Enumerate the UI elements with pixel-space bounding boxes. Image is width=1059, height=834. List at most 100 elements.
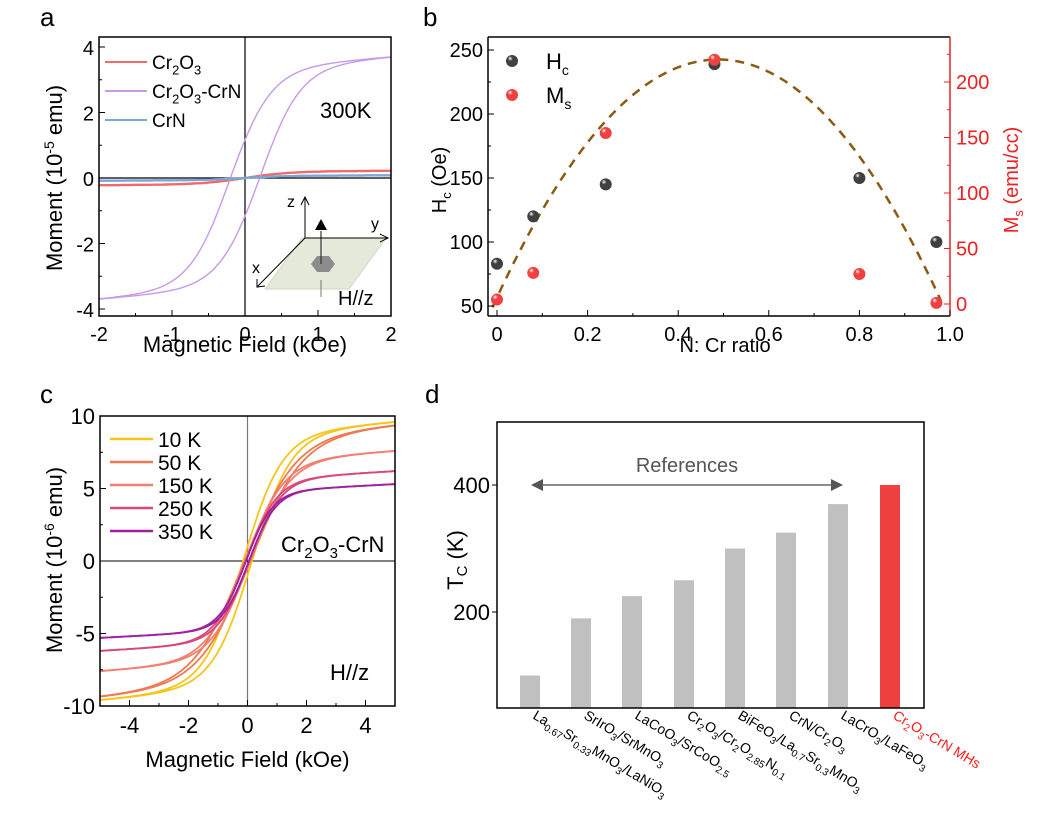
x-tick-label: 0.4 (664, 324, 692, 346)
subscript: 3 (194, 62, 201, 77)
y-axis-label-part: -5 (41, 141, 57, 154)
legend-marker (506, 55, 518, 67)
subscript: 2 (172, 91, 179, 106)
subscript: 3 (330, 545, 338, 562)
inset-z-label: z (287, 194, 295, 211)
bar-7 (828, 504, 848, 708)
subscript: 2 (695, 722, 706, 735)
label-part: (K) (443, 530, 468, 565)
subscript: 3 (655, 791, 666, 804)
subscript: 0.67 (542, 723, 565, 743)
hysteresis-branch-up (98, 56, 392, 300)
bar-2 (571, 618, 591, 708)
y-tick-label: 4 (83, 38, 94, 60)
y-right-tick-label: 150 (956, 128, 989, 150)
subscript: 2 (304, 545, 312, 562)
text-part: O (313, 532, 330, 557)
y-left-tick-label: 150 (450, 168, 483, 190)
legend-label: 50 K (158, 452, 201, 475)
x-tick-label: 0 (239, 324, 250, 346)
bar-5 (725, 548, 745, 708)
x-axis-label: Magnetic Field (kOe) (143, 332, 347, 357)
y-axis-label: Moment (10-6 emu) (41, 467, 67, 653)
text-part: -CrN (338, 532, 384, 557)
hexagon-icon (311, 256, 335, 272)
label-part: T (443, 576, 468, 589)
subscript: 2 (172, 62, 179, 77)
x-axis-label: Magnetic Field (kOe) (145, 747, 349, 772)
label-part: c (439, 192, 454, 199)
data-point-Ms (491, 293, 503, 306)
x-tick-label: -2 (179, 713, 199, 738)
y-left-axis-label: Hc (Oe) (429, 147, 454, 214)
panel-b-scatter: 0 0.2 0.4 0.6 0.8 1.0 50 100 150 200 250 0 50 100 150 2… (429, 36, 1026, 357)
references-label: References (636, 455, 738, 477)
data-point-Hc (599, 178, 612, 191)
data-point-Hc (853, 172, 866, 184)
text-part: CrN (152, 111, 186, 132)
hysteresis-branch-down (98, 56, 392, 300)
text-part: O (179, 82, 194, 103)
inset-x-label: x (252, 260, 260, 277)
hysteresis-branch-down (99, 421, 396, 701)
temperature-annotation: 300K (320, 98, 372, 123)
subscript: 3 (767, 735, 778, 748)
data-point-Hc (527, 210, 540, 223)
subscript: 3 (613, 765, 624, 778)
y-right-axis-label: Ms (emu/cc) (1001, 127, 1026, 234)
x-axis-label: N: Cr ratio (679, 335, 770, 357)
subscript: 3 (608, 732, 619, 745)
subscript: 2 (901, 722, 912, 735)
y-tick-label: -4 (76, 300, 94, 322)
field-arrow-icon (315, 219, 327, 230)
inset-field-label: H//z (330, 660, 369, 685)
legend-label: Cr2O3 (152, 53, 201, 77)
data-point-Hc (930, 236, 943, 248)
series-350K (100, 483, 395, 639)
legend-label: Cr2O3-CrN (152, 82, 241, 106)
x-axis (256, 237, 306, 288)
label-part: (Oe) (429, 147, 451, 193)
legend-label: 150 K (158, 475, 213, 498)
label-part: M (546, 83, 564, 108)
panel-label-a: a (40, 2, 55, 32)
y-axis-label: Moment (10-5 emu) (41, 85, 67, 271)
label-part: La (530, 707, 552, 729)
x-tick-label: 0.2 (574, 324, 602, 346)
x-tick-label: 2 (300, 713, 312, 738)
subscript: 3 (915, 731, 926, 744)
y-axis-label-part: -6 (41, 523, 57, 536)
y-left-tick-label: 50 (461, 296, 483, 318)
inset-y-label: y (371, 216, 379, 233)
hysteresis-branch-down (99, 174, 391, 182)
subscript: 3 (654, 760, 665, 773)
label-part: (emu/cc) (1001, 127, 1023, 210)
x-tick-label: 0.8 (845, 324, 873, 346)
y-arrow-icon (379, 233, 390, 243)
x-tick-label: 2 (385, 324, 396, 346)
label-part: -CrN MHs (922, 726, 984, 772)
arrow-right-icon (831, 479, 843, 491)
data-point-Ms (853, 268, 866, 281)
subscript: 2 (730, 743, 741, 756)
label-part: C (454, 565, 471, 576)
subscript: c (562, 62, 569, 78)
y-axis-label-part: emu) (42, 85, 67, 141)
x-tick-label: -4 (120, 713, 140, 738)
y-left-tick-label: 200 (450, 104, 483, 126)
y-axis-label-part: Moment (10 (42, 154, 67, 271)
plot-frame (496, 421, 925, 709)
x-tick-label: 1.0 (936, 324, 964, 346)
data-point-Ms (527, 266, 540, 279)
y-tick-label: -10 (63, 694, 95, 719)
y-left-tick-label: 250 (450, 40, 483, 62)
label-part: H (429, 199, 451, 213)
y-tick-label: 2 (83, 104, 94, 126)
bar-8 (880, 485, 900, 708)
y-tick-label: 10 (71, 404, 95, 429)
